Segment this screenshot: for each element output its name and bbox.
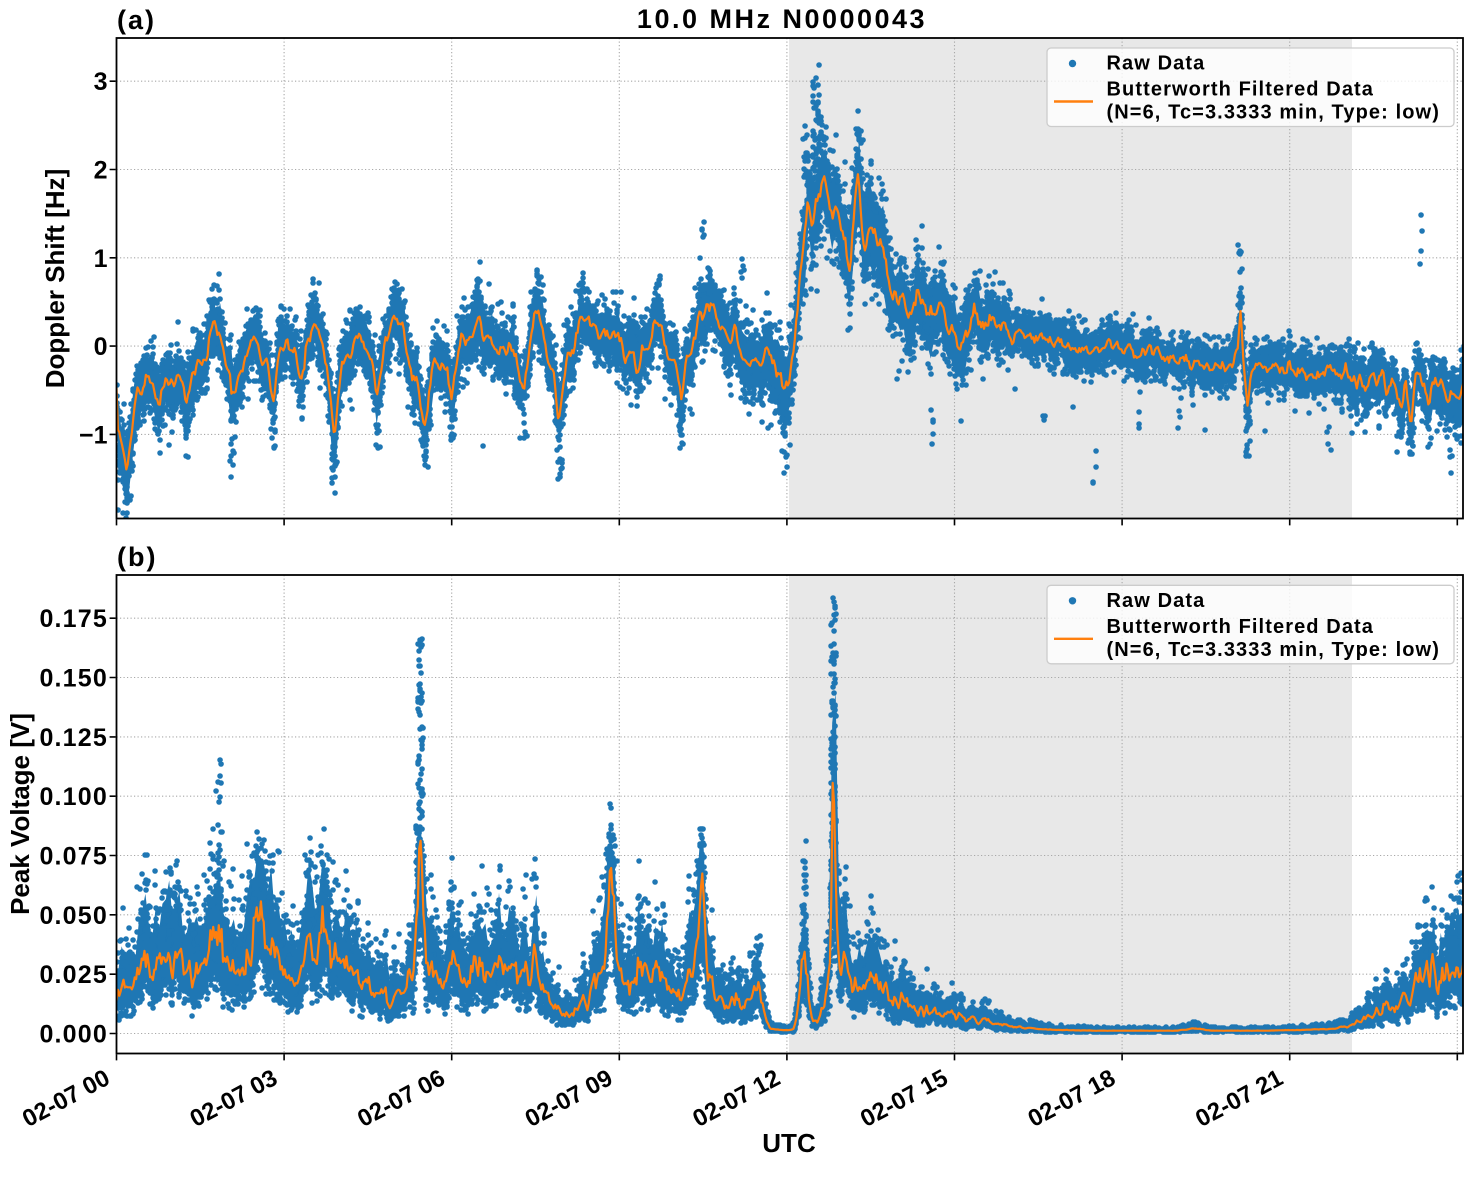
svg-text:(a): (a) (117, 5, 156, 35)
svg-text:Butterworth Filtered Data: Butterworth Filtered Data (1107, 79, 1375, 101)
svg-text:(N=6, Tc=3.3333 min, Type: low: (N=6, Tc=3.3333 min, Type: low) (1107, 102, 1440, 124)
svg-text:0.175: 0.175 (39, 605, 108, 633)
svg-text:−1: −1 (79, 421, 108, 449)
svg-text:0.050: 0.050 (39, 902, 108, 930)
svg-text:10.0 MHz N0000043: 10.0 MHz N0000043 (637, 4, 927, 34)
svg-text:Peak Voltage [V]: Peak Voltage [V] (5, 713, 35, 915)
svg-text:(N=6, Tc=3.3333 min, Type: low: (N=6, Tc=3.3333 min, Type: low) (1107, 639, 1440, 661)
svg-text:0.100: 0.100 (39, 783, 108, 811)
svg-text:Raw Data: Raw Data (1107, 590, 1206, 612)
svg-text:Raw Data: Raw Data (1107, 53, 1206, 75)
svg-text:Butterworth Filtered Data: Butterworth Filtered Data (1107, 616, 1375, 638)
svg-text:Doppler Shift [Hz]: Doppler Shift [Hz] (40, 169, 70, 389)
svg-text:0.000: 0.000 (39, 1021, 108, 1049)
svg-text:UTC: UTC (762, 1128, 816, 1158)
svg-text:0.025: 0.025 (39, 961, 108, 989)
svg-text:0.125: 0.125 (39, 724, 108, 752)
svg-text:(b): (b) (117, 542, 157, 572)
svg-text:0: 0 (94, 333, 108, 361)
svg-text:0.150: 0.150 (39, 665, 108, 693)
svg-text:0.075: 0.075 (39, 843, 108, 871)
svg-text:2: 2 (94, 157, 108, 185)
svg-text:3: 3 (94, 68, 108, 96)
svg-text:1: 1 (94, 245, 108, 273)
